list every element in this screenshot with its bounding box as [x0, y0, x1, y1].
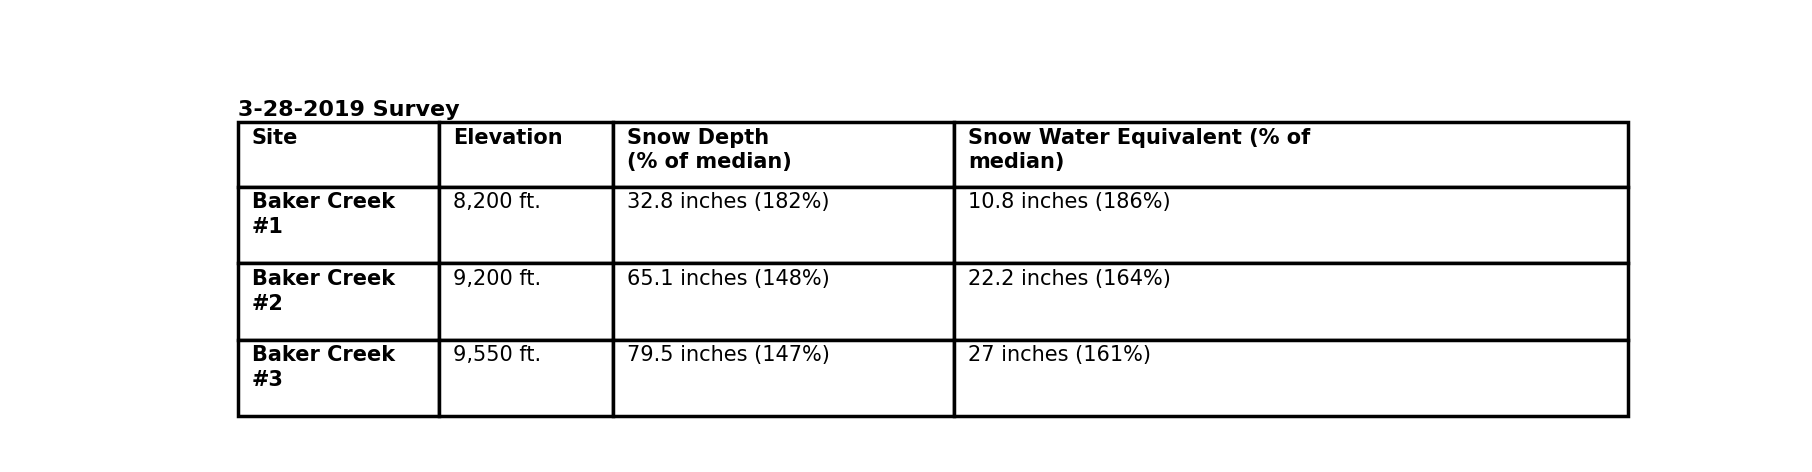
Text: Site: Site: [252, 127, 299, 148]
Text: Baker Creek
#2: Baker Creek #2: [252, 269, 395, 313]
Bar: [237, 340, 439, 416]
Text: 9,550 ft.: 9,550 ft.: [453, 346, 542, 365]
Text: 22.2 inches (164%): 22.2 inches (164%): [968, 269, 1171, 289]
Text: Baker Creek
#1: Baker Creek #1: [252, 192, 395, 237]
Bar: [439, 263, 612, 340]
Bar: [953, 340, 1627, 416]
Text: 8,200 ft.: 8,200 ft.: [453, 192, 542, 212]
Text: 3-28-2019 Survey: 3-28-2019 Survey: [237, 100, 460, 120]
Bar: [237, 263, 439, 340]
Text: Snow Water Equivalent (% of
median): Snow Water Equivalent (% of median): [968, 127, 1310, 172]
Bar: [237, 122, 439, 187]
Bar: [612, 122, 953, 187]
Bar: [612, 340, 953, 416]
Bar: [953, 187, 1627, 263]
Text: 27 inches (161%): 27 inches (161%): [968, 346, 1151, 365]
Text: 32.8 inches (182%): 32.8 inches (182%): [627, 192, 830, 212]
Bar: [237, 187, 439, 263]
Text: 10.8 inches (186%): 10.8 inches (186%): [968, 192, 1171, 212]
Bar: [439, 340, 612, 416]
Text: 79.5 inches (147%): 79.5 inches (147%): [627, 346, 830, 365]
Bar: [953, 122, 1627, 187]
Text: Baker Creek
#3: Baker Creek #3: [252, 346, 395, 390]
Bar: [953, 263, 1627, 340]
Text: 65.1 inches (148%): 65.1 inches (148%): [627, 269, 830, 289]
Bar: [439, 187, 612, 263]
Bar: [612, 263, 953, 340]
Bar: [612, 187, 953, 263]
Text: 9,200 ft.: 9,200 ft.: [453, 269, 542, 289]
Text: Snow Depth
(% of median): Snow Depth (% of median): [627, 127, 792, 172]
Bar: [439, 122, 612, 187]
Text: Elevation: Elevation: [453, 127, 564, 148]
